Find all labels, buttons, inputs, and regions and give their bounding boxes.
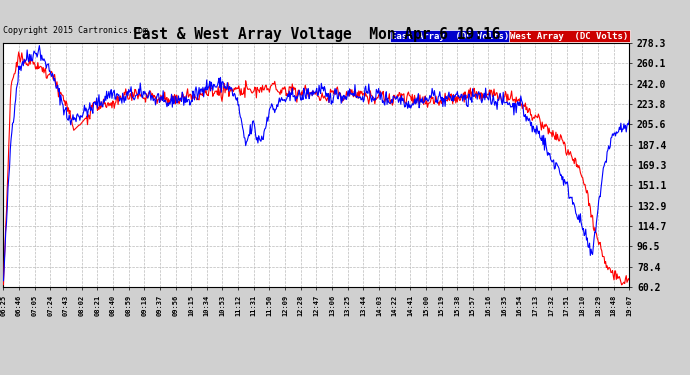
Text: East Array  (DC Volts): East Array (DC Volts) (391, 32, 510, 41)
Text: West Array  (DC Volts): West Array (DC Volts) (511, 32, 629, 41)
Title: East & West Array Voltage  Mon Apr 6 19:16: East & West Array Voltage Mon Apr 6 19:1… (132, 27, 500, 42)
Text: Copyright 2015 Cartronics.com: Copyright 2015 Cartronics.com (3, 26, 148, 35)
